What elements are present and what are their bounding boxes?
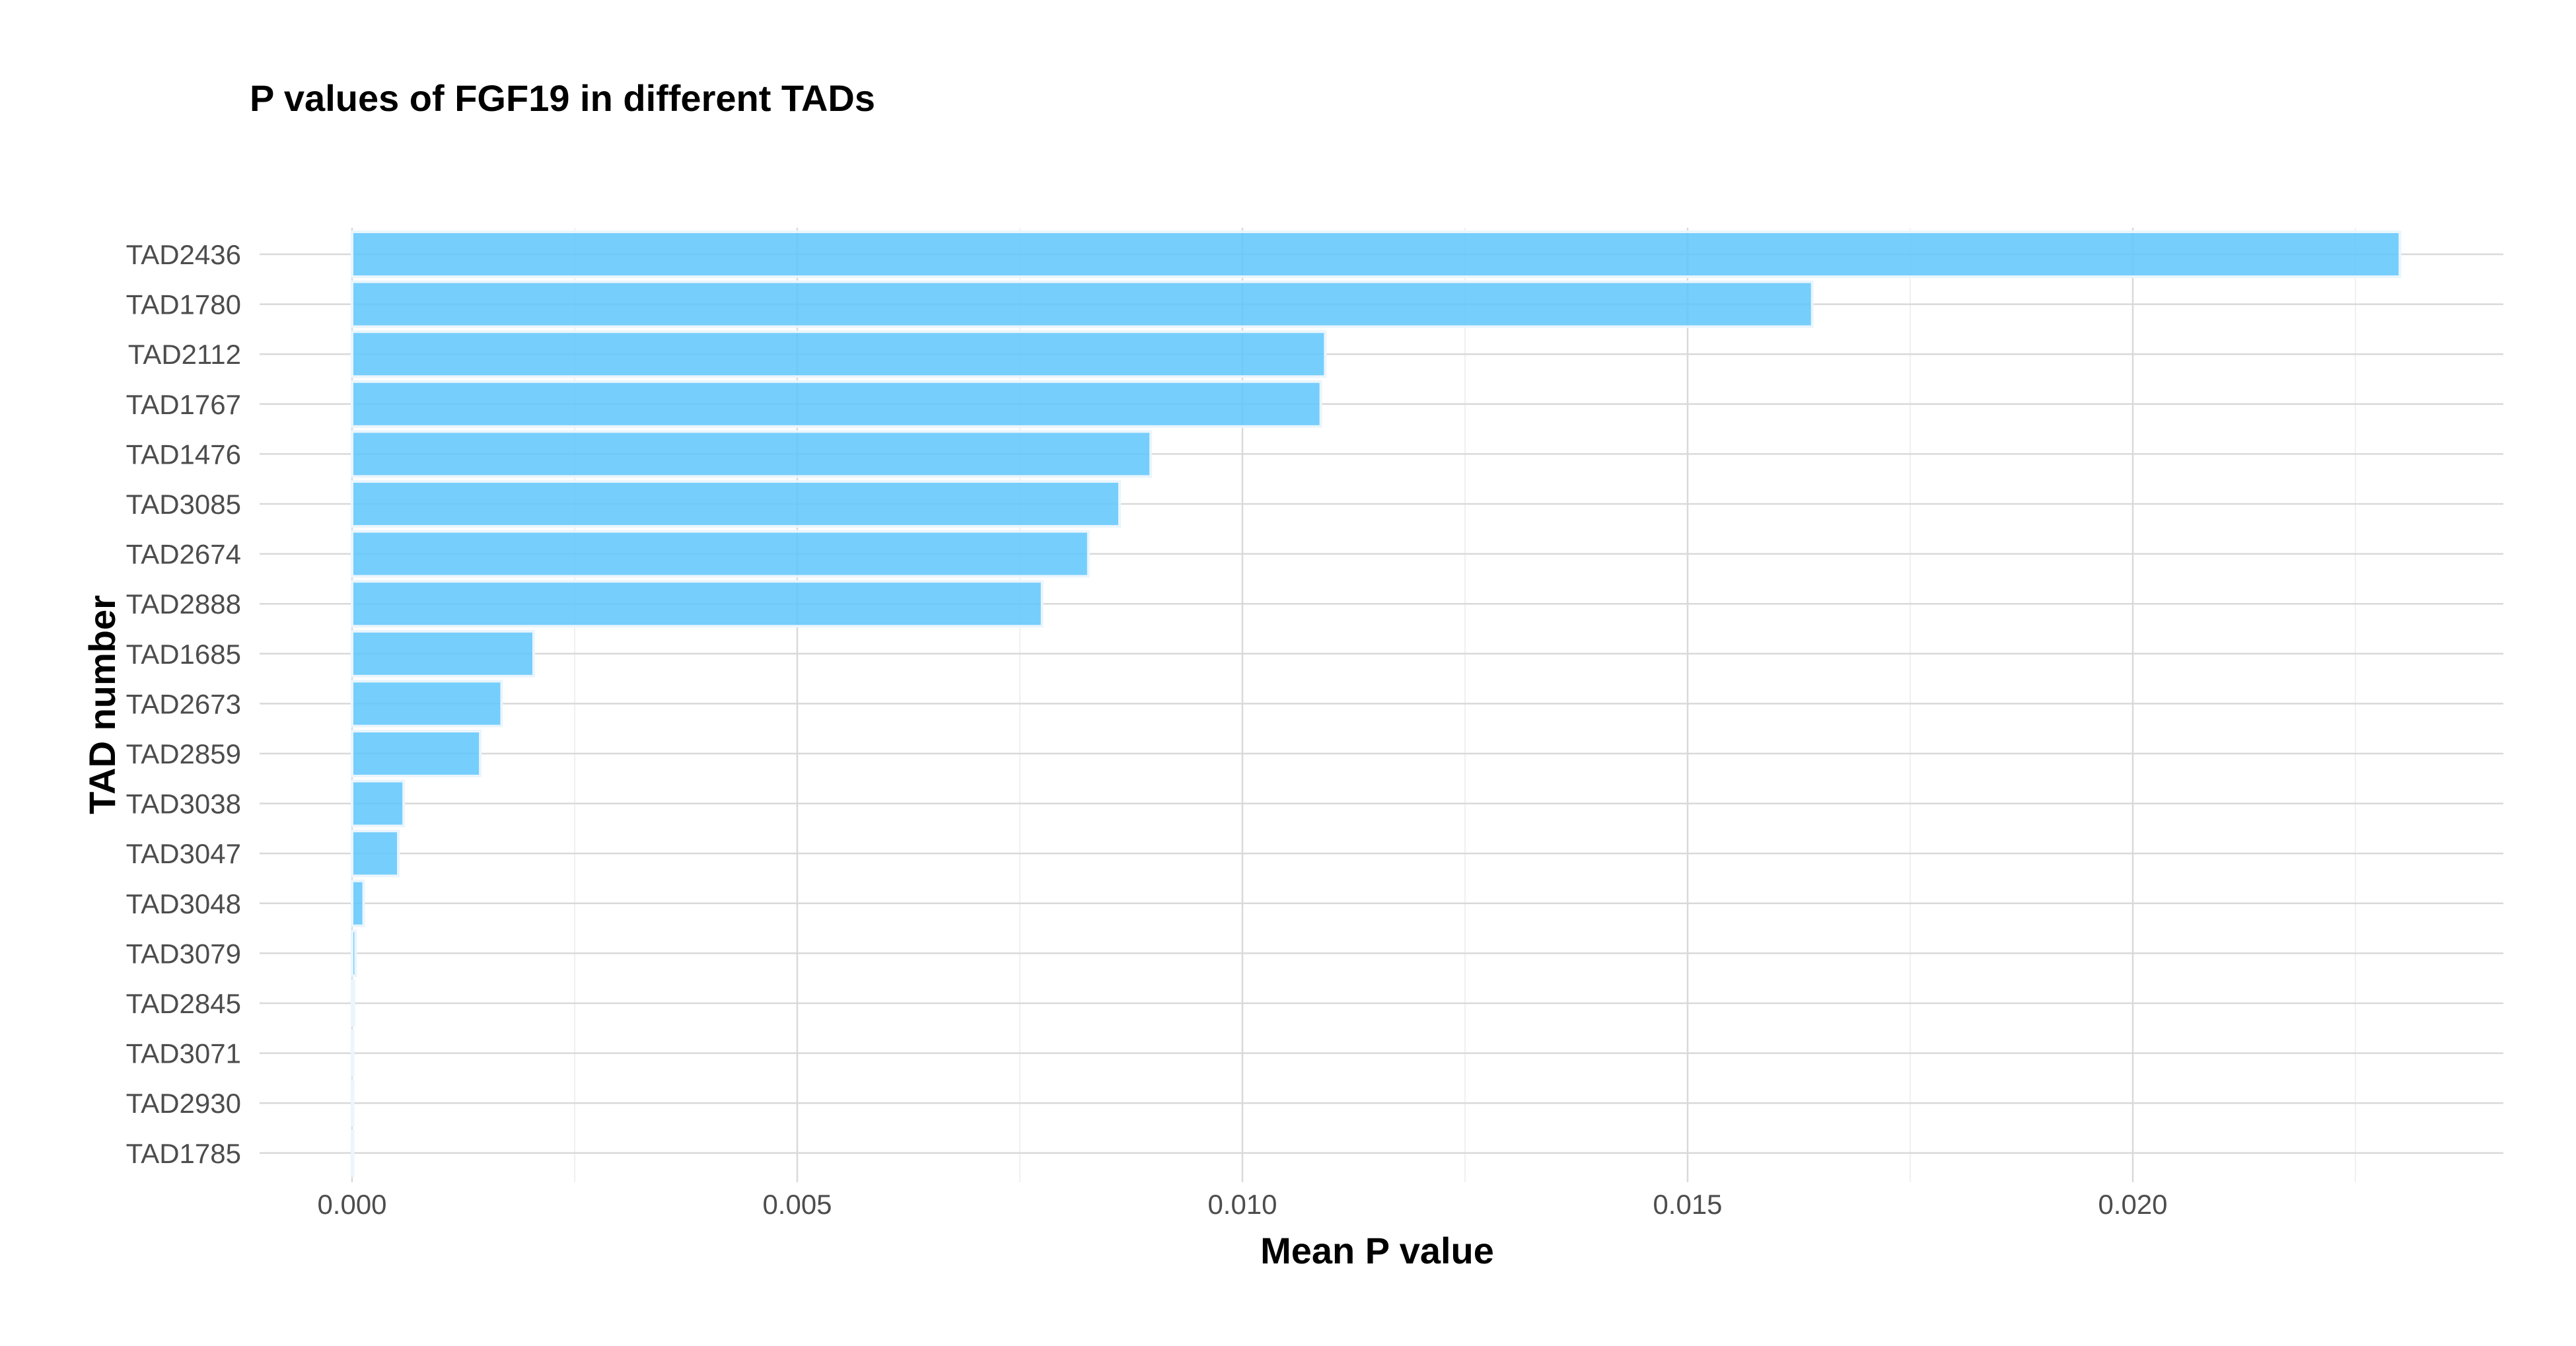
bar (351, 730, 482, 777)
y-tick-label: TAD2674 (126, 539, 241, 570)
bar (351, 280, 1814, 328)
y-axis-title: TAD number (81, 595, 123, 814)
bar (351, 680, 503, 728)
x-tick-label: 0.000 (317, 1189, 386, 1220)
x-tick-labels: 0.000 0.005 0.010 0.015 0.020 (317, 1189, 2167, 1220)
y-tick-label: TAD3079 (126, 938, 241, 969)
y-tick-label: TAD1476 (126, 439, 241, 470)
y-tick-label: TAD2859 (126, 738, 241, 769)
y-tick-label: TAD1767 (126, 389, 241, 420)
y-tick-label: TAD2930 (126, 1088, 241, 1119)
bar (351, 580, 1044, 628)
y-tick-label: TAD1685 (126, 639, 241, 670)
bar (351, 879, 365, 927)
bar (351, 530, 1090, 578)
bar (351, 1029, 355, 1077)
bar (351, 430, 1153, 478)
x-tick-label: 0.015 (1653, 1189, 1722, 1220)
y-tick-label: TAD1785 (126, 1138, 241, 1169)
bar (351, 1129, 355, 1177)
bar (351, 380, 1322, 428)
x-tick-label: 0.005 (762, 1189, 832, 1220)
bar (351, 230, 2402, 278)
y-tick-label: TAD3048 (126, 888, 241, 919)
bar (351, 929, 357, 977)
bar (351, 629, 535, 678)
y-tick-label: TAD1780 (126, 289, 241, 320)
y-tick-label: TAD2888 (126, 588, 241, 620)
y-tick-label: TAD2112 (128, 339, 241, 370)
bar (351, 1079, 355, 1127)
y-tick-label: TAD2845 (126, 988, 241, 1019)
y-tick-label: TAD3047 (126, 838, 241, 869)
y-tick-label: TAD3085 (126, 489, 241, 520)
chart-title: P values of FGF19 in different TADs (250, 77, 875, 119)
y-tick-label: TAD2436 (126, 239, 241, 270)
y-tick-label: TAD2673 (126, 688, 241, 719)
bar (351, 480, 1121, 528)
x-tick-label: 0.020 (2098, 1189, 2167, 1220)
x-axis-title: Mean P value (1260, 1230, 1494, 1271)
bar (351, 830, 400, 878)
bar (351, 330, 1327, 378)
bars (351, 230, 2402, 1177)
y-tick-labels: TAD2436 TAD1780 TAD2112 TAD1767 TAD1476 TAD30… (126, 239, 241, 1169)
bar (351, 979, 355, 1027)
bar (351, 779, 406, 828)
x-tick-label: 0.010 (1207, 1189, 1277, 1220)
y-tick-label: TAD3071 (126, 1038, 241, 1069)
y-tick-label: TAD3038 (126, 789, 241, 820)
